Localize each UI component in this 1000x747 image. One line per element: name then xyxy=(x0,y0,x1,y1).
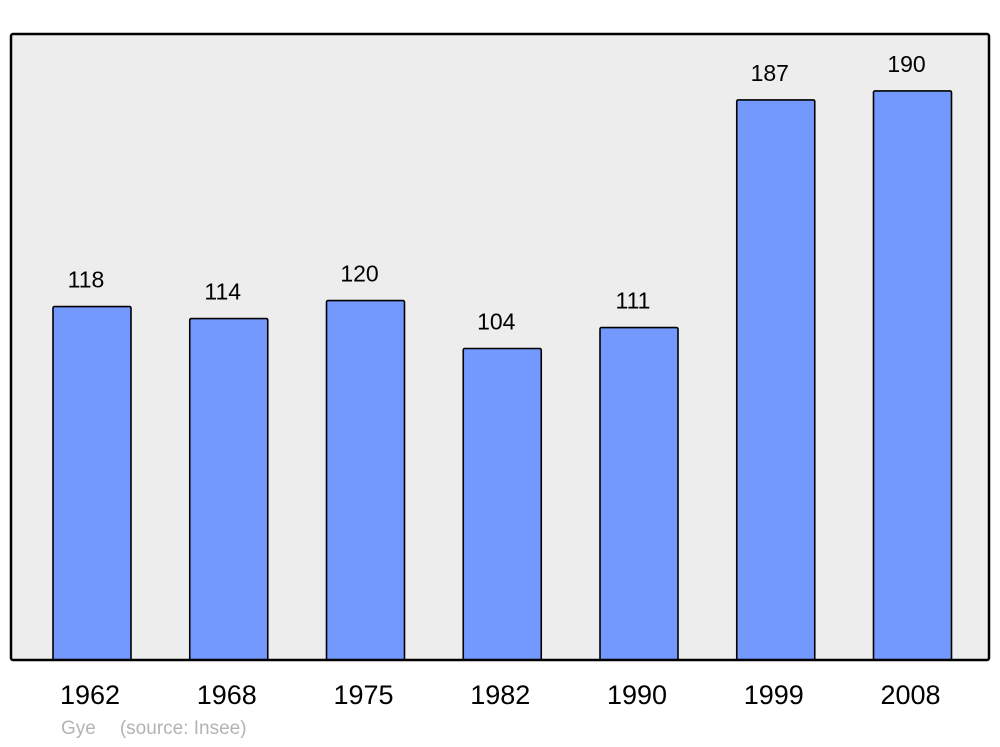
source-note: (source: Insee) xyxy=(119,718,247,739)
x-tick-label-1982: 1982 xyxy=(470,680,530,710)
bar-2008 xyxy=(872,90,953,661)
place-name: Gye xyxy=(61,718,96,739)
x-tick-label-1999: 1999 xyxy=(744,680,804,710)
x-tick-label-1968: 1968 xyxy=(197,680,257,710)
bar-1982 xyxy=(462,347,543,661)
x-tick-label-1990: 1990 xyxy=(607,680,667,710)
bar-1962 xyxy=(52,305,132,661)
bar-1999 xyxy=(735,99,816,661)
plot-border xyxy=(9,32,991,662)
data-label-1975: 120 xyxy=(340,261,378,287)
data-label-2008: 190 xyxy=(887,51,925,77)
x-tick-label-2008: 2008 xyxy=(880,680,940,710)
bar-1968 xyxy=(188,317,269,661)
bar-1990 xyxy=(599,326,679,661)
data-label-1962: 118 xyxy=(68,267,105,293)
x-tick-label-1975: 1975 xyxy=(333,680,393,710)
data-label-1999: 187 xyxy=(751,60,789,86)
footer: Gye (source: Insee) xyxy=(61,718,271,740)
x-tick-label-1962: 1962 xyxy=(60,680,120,710)
data-label-1982: 104 xyxy=(477,308,516,334)
data-label-1990: 111 xyxy=(616,288,651,314)
data-label-1968: 114 xyxy=(204,279,241,305)
bar-1975 xyxy=(325,299,406,661)
